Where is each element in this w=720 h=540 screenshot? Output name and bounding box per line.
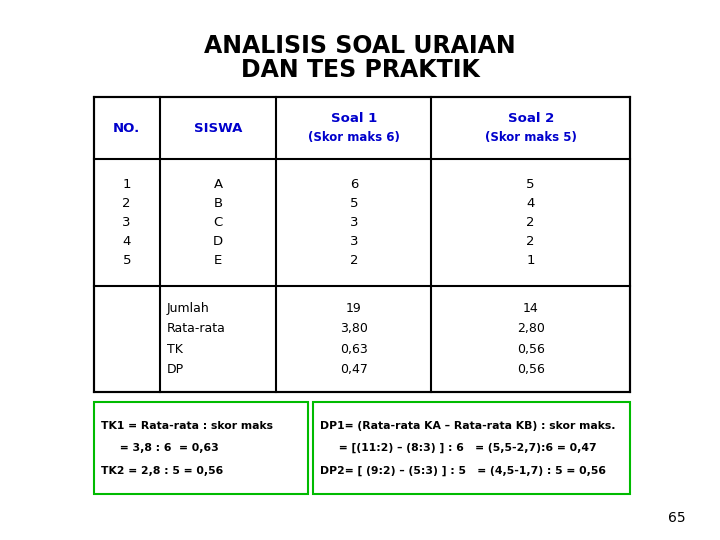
Text: DP2= [ (9:2) – (5:3) ] : 5   = (4,5-1,7) : 5 = 0,56: DP2= [ (9:2) – (5:3) ] : 5 = (4,5-1,7) :…: [320, 465, 606, 476]
Text: DP: DP: [167, 363, 184, 376]
Text: 5
4
2
2
1: 5 4 2 2 1: [526, 178, 535, 267]
Text: 0,47: 0,47: [340, 363, 368, 376]
Text: 14: 14: [523, 301, 539, 315]
Text: (Skor maks 5): (Skor maks 5): [485, 131, 577, 145]
Text: 6
5
3
3
2: 6 5 3 3 2: [350, 178, 358, 267]
Text: 2,80: 2,80: [517, 322, 544, 335]
Text: NO.: NO.: [113, 122, 140, 135]
Text: Rata-rata: Rata-rata: [167, 322, 226, 335]
Text: 0,63: 0,63: [340, 342, 368, 356]
Text: 1
2
3
4
5: 1 2 3 4 5: [122, 178, 131, 267]
Bar: [94, 402, 308, 494]
Bar: [94, 97, 630, 391]
Text: = 3,8 : 6  = 0,63: = 3,8 : 6 = 0,63: [101, 443, 219, 453]
Text: 3,80: 3,80: [340, 322, 368, 335]
Text: TK: TK: [167, 342, 183, 356]
Text: 0,56: 0,56: [517, 342, 544, 356]
Bar: [313, 402, 630, 494]
Text: 19: 19: [346, 301, 361, 315]
Text: Soal 1: Soal 1: [330, 112, 377, 125]
Text: ANALISIS SOAL URAIAN: ANALISIS SOAL URAIAN: [204, 34, 516, 58]
Text: A
B
C
D
E: A B C D E: [213, 178, 223, 267]
Text: = [(11:2) – (8:3) ] : 6   = (5,5-2,7):6 = 0,47: = [(11:2) – (8:3) ] : 6 = (5,5-2,7):6 = …: [320, 443, 597, 454]
Text: TK1 = Rata-rata : skor maks: TK1 = Rata-rata : skor maks: [101, 421, 273, 430]
Text: 65: 65: [668, 511, 685, 525]
Text: Jumlah: Jumlah: [167, 301, 210, 315]
Text: TK2 = 2,8 : 5 = 0,56: TK2 = 2,8 : 5 = 0,56: [101, 466, 223, 476]
Text: 0,56: 0,56: [517, 363, 544, 376]
Text: Soal 2: Soal 2: [508, 112, 554, 125]
Text: DP1= (Rata-rata KA – Rata-rata KB) : skor maks.: DP1= (Rata-rata KA – Rata-rata KB) : sko…: [320, 421, 616, 430]
Text: (Skor maks 6): (Skor maks 6): [308, 131, 400, 145]
Text: SISWA: SISWA: [194, 122, 243, 135]
Text: DAN TES PRAKTIK: DAN TES PRAKTIK: [240, 58, 480, 82]
